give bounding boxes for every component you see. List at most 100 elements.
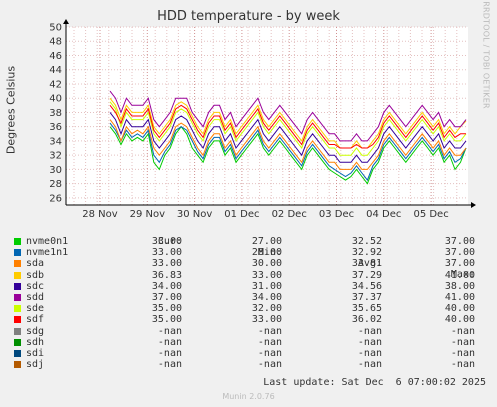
x-tick-label: 30 Nov bbox=[177, 209, 213, 220]
legend-min: -nan bbox=[257, 348, 282, 359]
x-tick-labels: 28 Nov 29 Nov 30 Nov 01 Dec 02 Dec 03 Dec 04 D… bbox=[82, 209, 448, 220]
legend-cur: 33.00 bbox=[151, 247, 182, 259]
y-tick-label: 42 bbox=[49, 79, 62, 90]
legend-name: nvme1n1 bbox=[26, 247, 69, 259]
legend-cur: 37.00 bbox=[151, 292, 182, 303]
x-tick-label: 04 Dec bbox=[366, 209, 401, 220]
legend-max: 37.00 bbox=[444, 236, 475, 247]
legend-min: -nan bbox=[257, 336, 282, 348]
legend-min: 27.00 bbox=[251, 236, 282, 247]
legend-swatch bbox=[14, 294, 21, 301]
x-tick-label: 05 Dec bbox=[413, 209, 448, 220]
legend-max: 41.00 bbox=[444, 292, 475, 303]
legend-name: sdb bbox=[26, 269, 45, 281]
munin-version: Munin 2.0.76 bbox=[222, 392, 275, 401]
legend-avg: -nan bbox=[357, 325, 382, 337]
legend-header: Cur: Min: Avg: Max: bbox=[12, 225, 475, 280]
chart-plot: 26 28 30 32 34 36 38 40 42 44 46 48 50 28 Nov 29 Nov 3… bbox=[49, 19, 476, 220]
legend-name: sdf bbox=[26, 314, 45, 326]
y-tick-label: 36 bbox=[49, 122, 62, 133]
legend-min: -nan bbox=[257, 359, 282, 371]
legend-avg: 35.65 bbox=[351, 303, 382, 315]
series-line-sdc bbox=[109, 112, 467, 163]
legend-avg: -nan bbox=[357, 359, 382, 371]
legend-avg: 32.92 bbox=[351, 247, 382, 259]
series-lines bbox=[109, 90, 467, 185]
legend-min: 30.00 bbox=[251, 258, 282, 270]
legend-cur: -nan bbox=[157, 359, 182, 371]
legend-avg: 33.81 bbox=[351, 258, 382, 270]
chart-title: HDD temperature - by week bbox=[157, 9, 340, 24]
series-line-sda bbox=[109, 119, 467, 170]
x-axis-arrow bbox=[471, 202, 476, 208]
legend-name: sdg bbox=[26, 325, 45, 337]
x-tick-label: 28 Nov bbox=[82, 209, 118, 220]
y-tick-label: 38 bbox=[49, 108, 62, 119]
legend-avg: 32.52 bbox=[351, 236, 382, 247]
legend-cur: 34.00 bbox=[151, 280, 182, 292]
legend-name: sdi bbox=[26, 348, 45, 359]
col-min-header: Min: bbox=[257, 247, 282, 258]
x-tick-label: 02 Dec bbox=[272, 209, 307, 220]
series-line-nvme0n1 bbox=[109, 125, 467, 185]
y-tick-label: 48 bbox=[49, 37, 62, 48]
y-tick-label: 28 bbox=[49, 179, 62, 190]
legend-avg: 37.29 bbox=[351, 269, 382, 281]
legend-cur: 33.00 bbox=[151, 236, 182, 247]
legend-name: sda bbox=[26, 258, 45, 270]
series-line-nvme1n1 bbox=[109, 122, 467, 182]
y-tick-label: 46 bbox=[49, 51, 62, 62]
last-update: Last update: Sat Dec 6 07:00:02 2025 bbox=[263, 377, 486, 388]
legend-max: -nan bbox=[450, 336, 475, 348]
series-line-sde bbox=[109, 101, 467, 156]
legend-cur: -nan bbox=[157, 336, 182, 348]
legend-avg: -nan bbox=[357, 336, 382, 348]
series-line-sdd bbox=[109, 90, 467, 142]
legend-avg: 37.37 bbox=[351, 292, 382, 303]
x-tick-label: 03 Dec bbox=[319, 209, 354, 220]
legend-max: -nan bbox=[450, 359, 475, 371]
legend-min: 34.00 bbox=[251, 292, 282, 303]
legend-name: sdd bbox=[26, 292, 45, 303]
y-axis-arrow bbox=[63, 19, 69, 24]
legend-name: nvme0n1 bbox=[26, 236, 69, 247]
y-tick-label: 40 bbox=[49, 94, 62, 105]
legend-avg: 34.56 bbox=[351, 280, 382, 292]
legend-swatch bbox=[14, 238, 21, 245]
y-tick-labels: 26 28 30 32 34 36 38 40 42 44 46 48 50 bbox=[49, 23, 62, 205]
legend-swatch bbox=[14, 338, 21, 346]
series-line-sdf bbox=[109, 104, 466, 149]
legend-name: sdc bbox=[26, 280, 45, 292]
legend-swatch bbox=[14, 327, 21, 335]
y-tick-label: 34 bbox=[49, 136, 62, 147]
legend-min: 32.00 bbox=[251, 303, 282, 315]
legend-min: 28.00 bbox=[251, 247, 282, 259]
x-tick-label: 01 Dec bbox=[224, 209, 259, 220]
legend-max: -nan bbox=[450, 325, 475, 337]
legend-max: 37.00 bbox=[444, 258, 475, 270]
legend-max: 41.00 bbox=[444, 269, 475, 281]
plot-background bbox=[66, 27, 468, 205]
legend-swatch bbox=[14, 316, 21, 324]
legend-min: -nan bbox=[257, 325, 282, 337]
y-tick-label: 44 bbox=[49, 65, 62, 76]
legend-max: 37.00 bbox=[444, 247, 475, 259]
y-tick-label: 50 bbox=[49, 23, 62, 34]
legend-swatch bbox=[14, 350, 21, 357]
y-tick-label: 30 bbox=[49, 165, 62, 176]
legend-cur: 33.00 bbox=[151, 258, 182, 270]
legend-cur: -nan bbox=[157, 325, 182, 337]
legend-max: -nan bbox=[450, 348, 475, 359]
legend-cur: 36.83 bbox=[151, 269, 182, 281]
legend-avg: -nan bbox=[357, 348, 382, 359]
legend-max: 40.00 bbox=[444, 303, 475, 315]
legend-min: 31.00 bbox=[251, 280, 282, 292]
col-avg-header: Avg: bbox=[357, 258, 382, 269]
legend-swatch bbox=[14, 305, 21, 313]
col-cur-header: Cur: bbox=[157, 236, 182, 247]
legend-swatch bbox=[14, 249, 21, 257]
legend-name: sde bbox=[26, 303, 45, 315]
legend-cur: -nan bbox=[157, 348, 182, 359]
legend-swatch bbox=[14, 260, 21, 268]
legend-avg: 36.02 bbox=[351, 314, 382, 326]
